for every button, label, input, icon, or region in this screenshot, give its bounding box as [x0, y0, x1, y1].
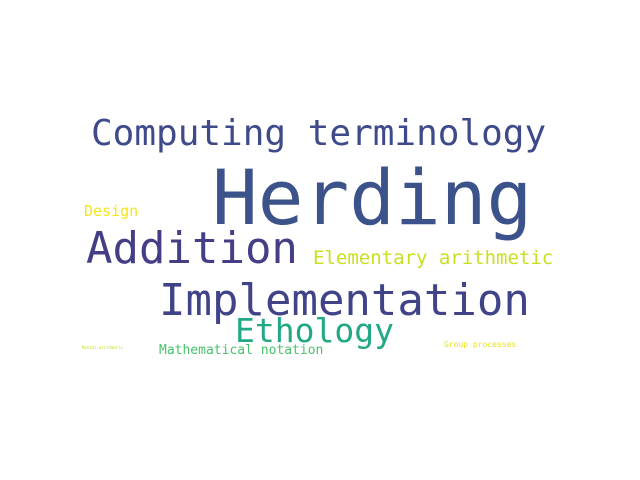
- word-design: Design: [84, 202, 139, 220]
- word-herding: Herding: [212, 153, 533, 242]
- word-ethology: Ethology: [235, 311, 394, 350]
- word-elementary-arithmetic: Elementary arithmetic: [313, 247, 554, 269]
- word-group-processes: Group processes: [444, 340, 517, 349]
- word-implementation: Implementation: [159, 275, 530, 326]
- word-addition: Addition: [86, 223, 298, 274]
- word-mathematical-notation: Mathematical notation: [159, 343, 324, 358]
- word-mental-arithmetic: Mental arithmetic: [82, 345, 123, 350]
- word-computing-terminology: Computing terminology: [91, 113, 547, 154]
